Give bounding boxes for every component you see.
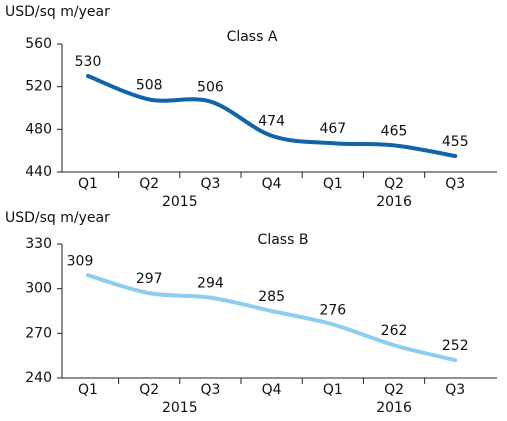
data-label: 285 xyxy=(258,289,285,305)
y-tick-label: 240 xyxy=(25,370,52,386)
x-group-label: 2015 xyxy=(162,400,198,416)
y-tick-label: 480 xyxy=(25,121,52,137)
y-tick-label: 270 xyxy=(25,325,52,341)
x-group-label: 2015 xyxy=(162,194,198,210)
x-tick-label: Q2 xyxy=(139,176,159,192)
data-label: 506 xyxy=(197,80,224,96)
x-tick-label: Q4 xyxy=(262,176,282,192)
data-label: 294 xyxy=(197,276,224,292)
x-tick-label: Q3 xyxy=(445,382,465,398)
line xyxy=(86,273,458,363)
data-label: 297 xyxy=(136,271,163,287)
y-axis-label: USD/sq m/year xyxy=(5,4,110,20)
data-label: 262 xyxy=(381,323,408,339)
x-tick-label: Q3 xyxy=(445,176,465,192)
y-tick-label: 440 xyxy=(25,164,52,180)
x-group-label: 2016 xyxy=(376,400,412,416)
data-label: 252 xyxy=(442,338,469,354)
x-tick-label: Q1 xyxy=(323,176,343,192)
y-tick-label: 520 xyxy=(25,79,52,95)
x-group-label: 2016 xyxy=(376,194,412,210)
y-axis-label: USD/sq m/year xyxy=(5,210,110,226)
data-label: 530 xyxy=(75,54,102,70)
y-tick-label: 560 xyxy=(25,36,52,52)
x-tick-label: Q3 xyxy=(200,176,220,192)
data-label: 276 xyxy=(319,302,346,318)
data-label: 508 xyxy=(136,77,163,93)
data-label: 474 xyxy=(258,114,285,130)
line xyxy=(86,74,458,158)
x-tick-label: Q1 xyxy=(78,176,98,192)
data-label: 309 xyxy=(67,253,94,269)
x-tick-label: Q2 xyxy=(384,176,404,192)
data-label: 455 xyxy=(442,134,469,150)
chart-title: Class B xyxy=(258,232,309,248)
x-tick-label: Q3 xyxy=(200,382,220,398)
x-tick-label: Q1 xyxy=(323,382,343,398)
x-tick-label: Q1 xyxy=(78,382,98,398)
y-tick-label: 330 xyxy=(25,236,52,252)
chart-title: Class A xyxy=(227,29,278,45)
x-tick-label: Q2 xyxy=(139,382,159,398)
y-tick-label: 300 xyxy=(25,281,52,297)
data-label: 467 xyxy=(319,121,346,137)
data-label: 465 xyxy=(381,123,408,139)
x-tick-label: Q4 xyxy=(262,382,282,398)
x-tick-label: Q2 xyxy=(384,382,404,398)
